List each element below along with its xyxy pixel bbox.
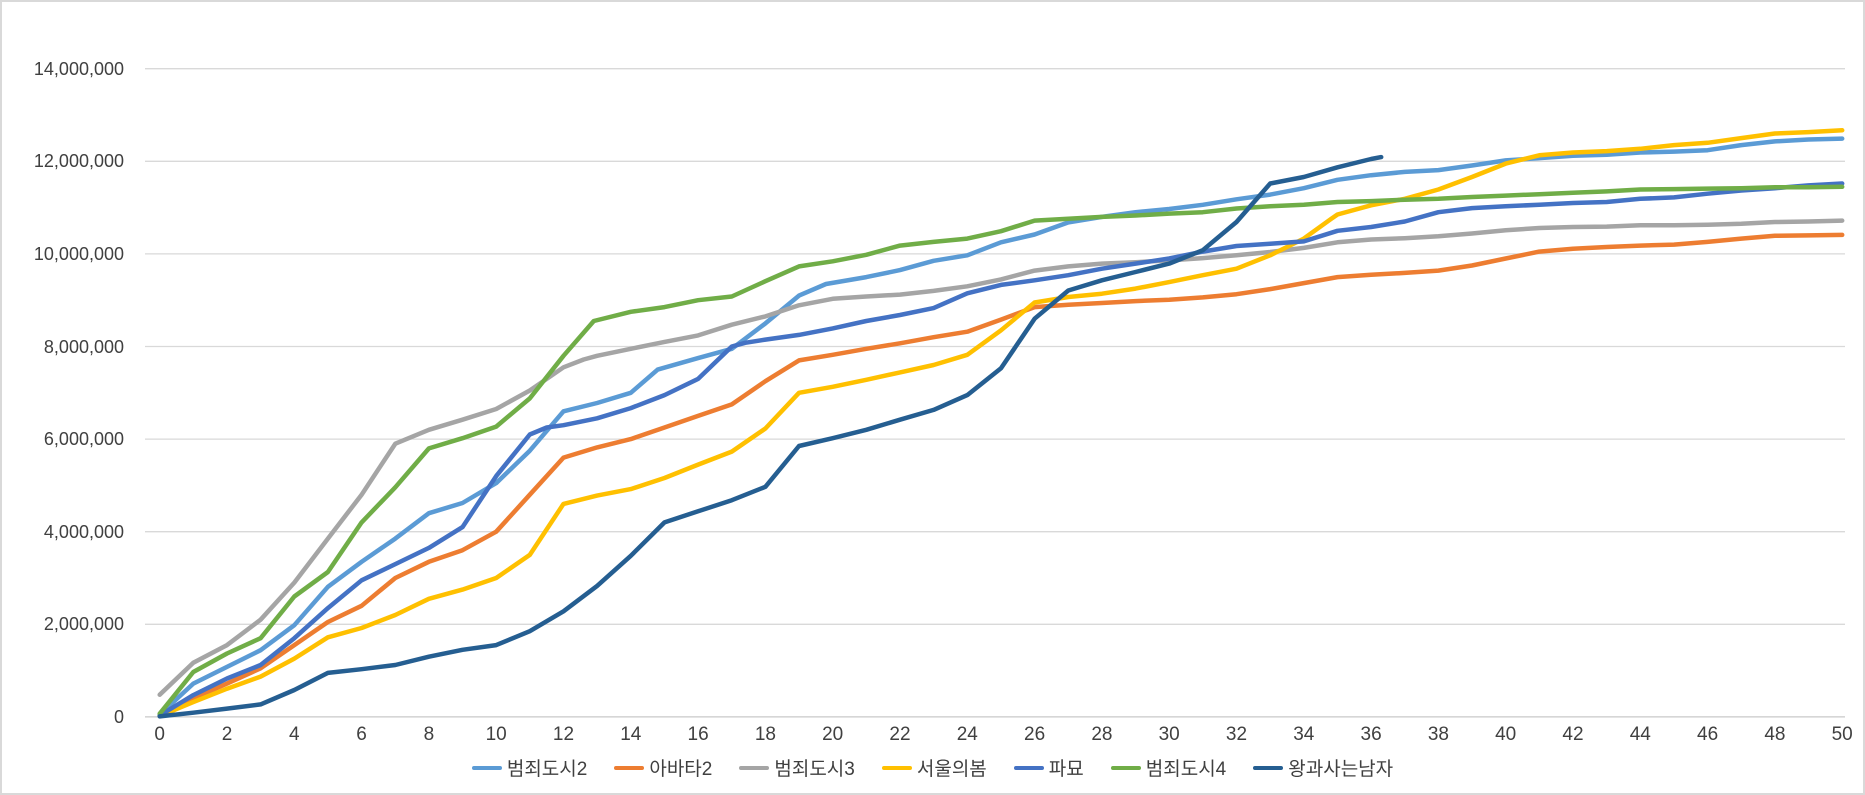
x-axis-label: 6 <box>356 724 367 745</box>
y-axis-label: 10,000,000 <box>33 243 124 264</box>
series-line-파묘 <box>157 181 1845 718</box>
x-axis-label: 38 <box>1427 724 1449 745</box>
legend-label: 범죄도시4 <box>1145 759 1227 780</box>
x-axis-label: 48 <box>1764 724 1786 745</box>
legend-item-서울의봄: 서울의봄 <box>881 754 987 781</box>
legend-marker-icon <box>739 765 770 770</box>
x-axis-label: 22 <box>889 724 911 745</box>
x-axis-label: 12 <box>552 724 575 745</box>
x-axis-label: 42 <box>1562 724 1584 745</box>
legend-item-범죄도시2: 범죄도시2 <box>471 754 588 781</box>
legend-marker-icon <box>1110 765 1141 770</box>
y-axis-label: 0 <box>113 706 124 727</box>
legend-item-범죄도시3: 범죄도시3 <box>739 754 855 781</box>
x-axis-label: 20 <box>822 724 844 745</box>
legend-label: 범죄도시3 <box>774 759 855 780</box>
x-axis-label: 2 <box>221 724 233 745</box>
x-axis-label: 18 <box>754 724 776 745</box>
series-line-범죄도시3 <box>157 218 1845 697</box>
x-axis-label: 30 <box>1158 724 1180 745</box>
series-line-서울의봄 <box>157 128 1845 719</box>
y-axis-label: 14,000,000 <box>33 58 124 79</box>
x-axis-label: 14 <box>620 724 642 745</box>
x-axis-label: 26 <box>1024 724 1046 745</box>
x-axis-label: 8 <box>423 724 435 745</box>
series-line-범죄도시4 <box>157 184 1845 716</box>
legend-label: 왕과사는남자 <box>1288 759 1394 780</box>
y-axis-label: 4,000,000 <box>43 521 124 542</box>
legend-marker-icon <box>881 765 912 770</box>
series-line-범죄도시2 <box>157 136 1845 717</box>
x-axis-label: 10 <box>485 724 507 745</box>
x-axis-label: 46 <box>1697 724 1719 745</box>
y-axis-label: 6,000,000 <box>43 429 124 450</box>
legend-item-범죄도시4: 범죄도시4 <box>1110 754 1227 781</box>
x-axis-label: 16 <box>687 724 709 745</box>
x-axis-label: 34 <box>1293 724 1315 745</box>
x-axis-label: 36 <box>1360 724 1382 745</box>
legend-marker-icon <box>471 765 502 770</box>
y-axis-label: 8,000,000 <box>43 336 124 357</box>
x-axis-label: 44 <box>1629 724 1651 745</box>
y-axis-label: 12,000,000 <box>33 151 124 172</box>
legend-marker-icon <box>614 765 645 770</box>
legend-item-왕과사는남자: 왕과사는남자 <box>1253 754 1393 781</box>
legend-label: 서울의봄 <box>916 759 987 780</box>
legend-item-아바타2: 아바타2 <box>614 754 712 781</box>
legend-label: 파묘 <box>1048 759 1084 780</box>
series-line-왕과사는남자 <box>157 154 1384 719</box>
x-axis-label: 40 <box>1495 724 1517 745</box>
x-axis-label: 50 <box>1831 724 1853 745</box>
legend-marker-icon <box>1253 765 1284 770</box>
legend-label: 아바타2 <box>649 759 713 780</box>
x-axis-label: 0 <box>154 724 165 745</box>
x-axis-label: 28 <box>1091 724 1113 745</box>
legend-marker-icon <box>1013 765 1044 770</box>
chart-legend: 범죄도시2 아바타2 범죄도시3 서울의봄 파묘 범죄도시4 왕과사는남자 <box>2 754 1863 781</box>
series-line-아바타2 <box>157 232 1845 718</box>
x-axis-label: 24 <box>956 724 978 745</box>
x-axis-label: 32 <box>1225 724 1248 745</box>
legend-item-파묘: 파묘 <box>1013 754 1084 781</box>
x-axis-label: 4 <box>289 724 300 745</box>
legend-label: 범죄도시2 <box>506 759 588 780</box>
y-axis-label: 2,000,000 <box>43 614 124 635</box>
